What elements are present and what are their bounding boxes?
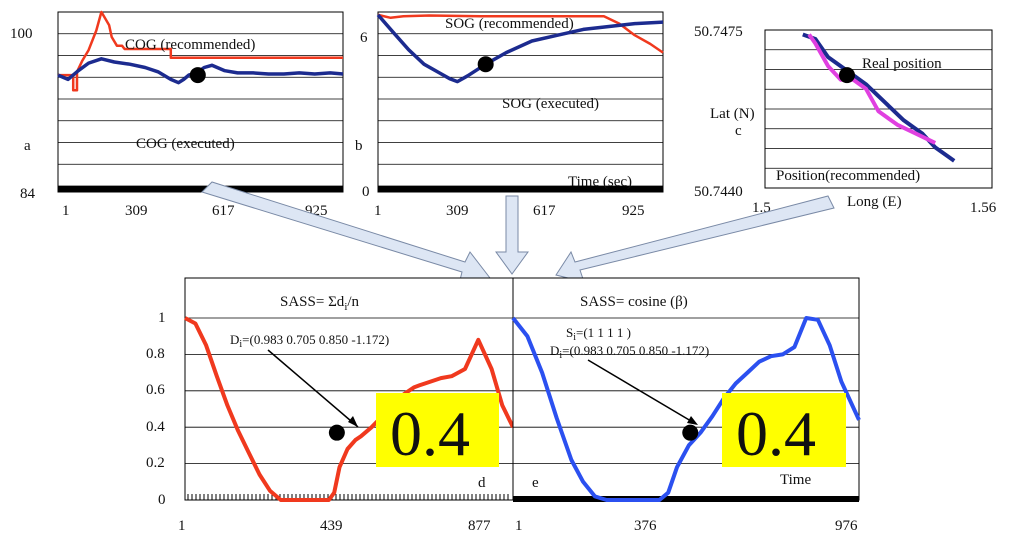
panel-d-marker-point <box>328 424 345 441</box>
panel-b-xtick: 617 <box>533 203 556 219</box>
panel-b-series-line-1 <box>376 13 664 84</box>
panel-b-series-line-0 <box>377 13 664 54</box>
panel-c-series-line-1 <box>807 33 937 145</box>
panel-a-xtick: 309 <box>125 203 148 219</box>
panel-e-value-text: 0.4 <box>736 398 816 469</box>
panel-b-ytick-max: 6 <box>360 30 368 46</box>
panel-d-ytick: 1 <box>158 310 166 326</box>
lat-label: Lat (N) <box>710 106 755 122</box>
panel-b-xtick: 925 <box>622 203 645 219</box>
panel-c-series-line-0 <box>802 32 956 163</box>
panel-d-xtick: 877 <box>468 518 491 534</box>
panel-d-value-box <box>376 393 499 467</box>
panel-a: 100 84 a COG (recommended) COG (executed… <box>10 10 344 219</box>
real-position-label: Real position <box>862 56 942 72</box>
panel-a-marker-point <box>189 67 206 84</box>
panel-e-xtick: 1 <box>515 518 523 534</box>
panel-a-series-line-0 <box>58 10 343 92</box>
panel-a-xtick: 617 <box>212 203 235 219</box>
panel-a-frame <box>57 11 344 193</box>
panel-d-xtick: 1 <box>178 518 186 534</box>
panel-e-s-vector: Si=(1 1 1 1 ) <box>566 325 631 343</box>
panel-c-ytick-min: 50.7440 <box>694 184 743 200</box>
panel-e-marker-point <box>682 424 699 441</box>
panel-c-series <box>802 32 956 163</box>
panel-a-series <box>57 10 344 92</box>
panel-e-d-vector: Di=(0.983 0.705 0.850 -1.172) <box>550 343 709 361</box>
panel-b-time-label: Time (sec) <box>568 174 632 190</box>
panel-d-ytick: 0.2 <box>146 455 165 471</box>
panel-d-series <box>184 316 515 502</box>
panel-d-series-line-0 <box>184 316 515 502</box>
cog-executed-label: COG (executed) <box>136 136 235 152</box>
panel-c-ytick-max: 50.7475 <box>694 24 743 40</box>
panel-d-pointer-arrow <box>267 349 359 428</box>
sog-recommended-label: SOG (recommended) <box>445 16 574 32</box>
position-recommended-label: Position(recommended) <box>776 168 920 184</box>
panel-e-xtick: 976 <box>835 518 858 534</box>
panel-d-ytick: 0.4 <box>146 419 165 435</box>
panel-e-title: SASS= cosine (β) <box>580 294 688 310</box>
panel-d-d-vector: Di=(0.983 0.705 0.850 -1.172) <box>230 332 389 350</box>
panel-d-title: SASS= Σdi/n <box>280 294 360 313</box>
panel-e: SASS= cosine (β) Si=(1 1 1 1 ) Di=(0.983… <box>511 277 861 534</box>
panel-d-ytick: 0.6 <box>146 382 165 398</box>
connector-arrows <box>201 181 835 285</box>
panel-a-x-axis-bar <box>58 186 343 192</box>
panel-b-xtick: 309 <box>446 203 469 219</box>
panel-a-xtick: 1 <box>62 203 70 219</box>
panel-a-letter: a <box>24 138 31 154</box>
panel-b-ytick-min: 0 <box>362 184 370 200</box>
panel-e-series <box>511 316 861 502</box>
panel-b-letter: b <box>355 138 363 154</box>
panel-b-series <box>376 13 664 84</box>
panel-b-gridlines <box>378 11 663 187</box>
panel-d-minor-ticks <box>187 494 509 500</box>
panel-e-letter: e <box>532 475 539 491</box>
panel-d-xtick: 439 <box>320 518 343 534</box>
panel-e-xtick: 376 <box>634 518 657 534</box>
panel-d-pointer-arrowhead <box>348 416 358 427</box>
sog-executed-label: SOG (executed) <box>502 96 599 112</box>
panel-a-ytick-max: 100 <box>10 26 33 42</box>
panel-c-letter: c <box>735 123 742 139</box>
panel-b-xtick: 1 <box>374 203 382 219</box>
panel-c: 50.7475 50.7440 Lat (N) c Real position … <box>694 24 997 216</box>
panel-d-ytick: 0 <box>158 492 166 508</box>
long-label: Long (E) <box>847 194 902 210</box>
panel-d-value-text: 0.4 <box>390 398 470 469</box>
cog-recommended-label: COG (recommended) <box>125 37 255 53</box>
panel-a-series-line-1 <box>57 57 344 85</box>
panel-e-value-box <box>722 393 846 467</box>
panel-b-marker-point <box>477 56 494 73</box>
panel-d: SASS= Σdi/n Di=(0.983 0.705 0.850 -1.172… <box>146 277 515 534</box>
panel-c-xtick: 1.56 <box>970 200 997 216</box>
panel-d-ytick: 0.8 <box>146 346 165 362</box>
panel-b: 6 0 b SOG (recommended) SOG (executed) T… <box>355 11 664 219</box>
panel-b-x-axis-bar <box>378 186 663 192</box>
panel-d-letter: d <box>478 475 486 491</box>
panel-e-pointer-arrow <box>587 359 697 425</box>
panel-e-pointer-arrowhead <box>687 416 698 425</box>
panel-a-ytick-min: 84 <box>20 186 36 202</box>
center-connector-arrow <box>495 195 529 275</box>
panel-e-time-label: Time <box>780 472 811 488</box>
panel-e-series-line-0 <box>511 316 861 502</box>
right-connector-arrow <box>555 195 835 283</box>
panel-e-x-axis-bar <box>513 496 859 502</box>
panel-c-marker-point <box>838 67 855 84</box>
left-connector-arrow <box>201 181 491 285</box>
